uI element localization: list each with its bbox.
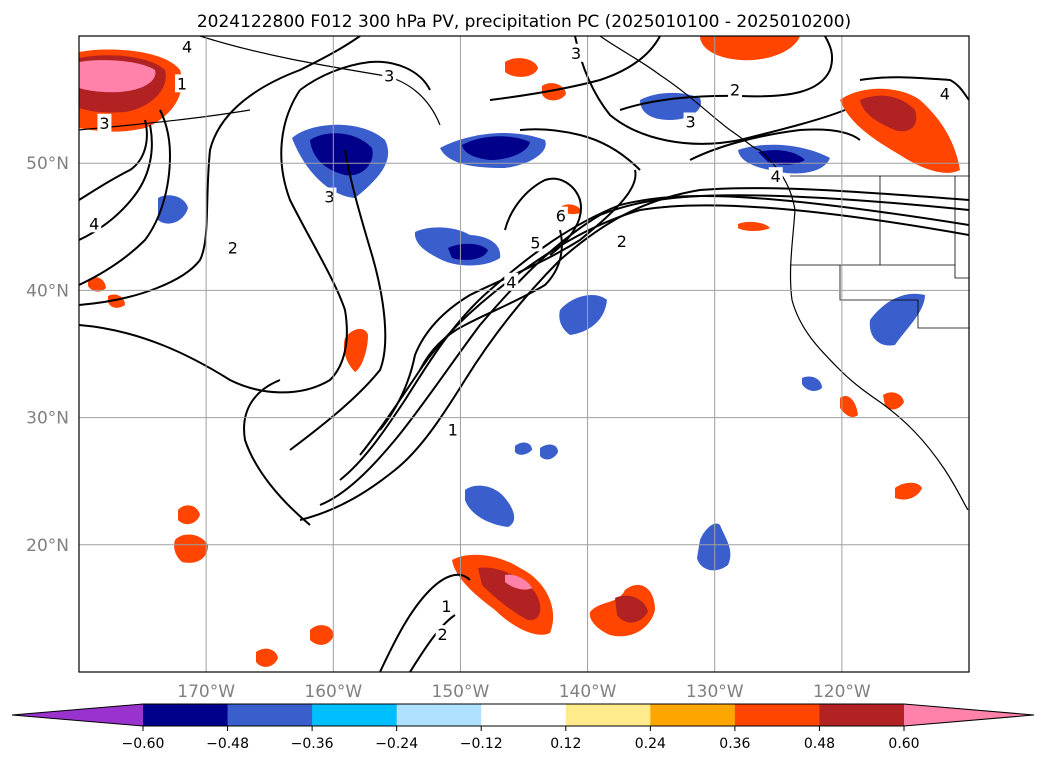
- colorbar-tick-label-9: 0.60: [888, 736, 919, 752]
- pv-contour-label-9: 3: [384, 67, 394, 86]
- colorbar-tick-label-0: −0.60: [122, 736, 165, 752]
- pv-label-bg-15: [180, 37, 195, 56]
- map-frame: [78, 35, 970, 673]
- lon-tick-label-0: 170°W: [177, 682, 235, 702]
- map-area: 1 1 1 2 2 2 2 3 3 3 3 3 4 4 4 4 4 56: [78, 35, 970, 673]
- pv-label-bg-10: [569, 43, 584, 62]
- lon-tick-label-2: 150°W: [432, 682, 490, 702]
- pv-contour-label-7: 3: [99, 114, 109, 133]
- lat-tick-label-2: 40°N: [26, 281, 69, 301]
- colorbar-segment-2: [312, 704, 398, 726]
- pv-label-bg-0: [174, 74, 189, 93]
- pv-contour-label-0: 1: [177, 74, 187, 93]
- gridlines: [79, 36, 969, 672]
- colorbar-tick-label-5: 0.12: [550, 736, 581, 752]
- pv-label-bg-13: [504, 272, 519, 291]
- pv-label-bg-12: [87, 214, 102, 233]
- pv-contour-label-13: 4: [506, 273, 516, 292]
- pv-contour-label-11: 3: [685, 112, 695, 131]
- pv-label-bg-4: [614, 232, 629, 251]
- pv-contour-label-15: 4: [182, 37, 192, 56]
- pv-contour-label-18: 6: [556, 207, 566, 226]
- pv-contour-label-3: 2: [228, 238, 238, 257]
- pv-contour-label-8: 3: [324, 188, 334, 207]
- colorbar-segment-5: [565, 704, 651, 726]
- colorbar-segment-6: [650, 704, 736, 726]
- colorbar-segment-7: [734, 704, 820, 726]
- lon-tick-label-1: 160°W: [304, 682, 362, 702]
- pv-label-bg-1: [445, 420, 460, 439]
- longitude-labels: 170°W 160°W 150°W 140°W 130°W 120°W: [177, 682, 871, 702]
- chart-title: 2024122800 F012 300 hPa PV, precipitatio…: [197, 12, 851, 32]
- colorbar-tick-label-7: 0.36: [719, 736, 750, 752]
- colorbar-segment-8: [819, 704, 905, 726]
- lat-tick-label-0: 20°N: [26, 536, 69, 556]
- pv-contour-label-4: 2: [617, 232, 627, 251]
- pv-label-bg-6: [728, 80, 743, 99]
- pv-contour-label-6: 2: [730, 81, 740, 100]
- pv-contour-labels: 1 1 1 2 2 2 2 3 3 3 3 3 4 4 4 4 4 56: [87, 37, 952, 644]
- lon-tick-label-4: 130°W: [686, 682, 744, 702]
- pv-contour-label-10: 3: [571, 44, 581, 63]
- colorbar-segment-3: [396, 704, 482, 726]
- pv-label-bg-9: [382, 66, 397, 85]
- colorbar-tick-label-4: −0.12: [460, 736, 503, 752]
- colorbar-segment-0: [143, 704, 229, 726]
- pv-contour-label-2: 1: [441, 597, 451, 616]
- pv-label-bg-11: [683, 112, 698, 131]
- pv-label-bg-18: [553, 206, 568, 225]
- colorbar: −0.60 −0.48 −0.36 −0.24 −0.12 0.12 0.24 0.36 0.4…: [11, 703, 1035, 752]
- colorbar-extend-low: [12, 704, 143, 726]
- lon-tick-label-5: 120°W: [813, 682, 871, 702]
- pv-label-bg-7: [97, 113, 112, 132]
- lon-tick-label-3: 140°W: [559, 682, 617, 702]
- pv-contour-label-14: 4: [771, 167, 781, 186]
- pv-label-bg-14: [768, 167, 783, 186]
- pv-label-bg-2: [439, 597, 454, 616]
- lat-tick-label-1: 30°N: [26, 409, 69, 429]
- pv-contour-label-1: 1: [448, 420, 458, 439]
- pv-contour-label-12: 4: [89, 214, 99, 233]
- colorbar-tick-label-1: −0.48: [206, 736, 249, 752]
- pv-label-bg-3: [225, 238, 240, 257]
- colorbar-tick-label-2: −0.36: [291, 736, 334, 752]
- latitude-labels: 20°N 30°N 40°N 50°N: [26, 154, 69, 556]
- lat-tick-label-3: 50°N: [26, 154, 69, 174]
- pv-contour-label-16: 4: [940, 85, 950, 104]
- colorbar-segment-4: [481, 704, 567, 726]
- colorbar-tick-label-3: −0.24: [375, 736, 418, 752]
- pv-label-bg-17: [528, 233, 543, 252]
- colorbar-extend-high: [904, 704, 1034, 726]
- colorbar-segment-1: [227, 704, 313, 726]
- pv-contour-label-5: 2: [438, 625, 448, 644]
- colorbar-tick-label-6: 0.24: [635, 736, 666, 752]
- pv-label-bg-5: [435, 625, 450, 644]
- pv-contour-label-17: 5: [530, 233, 540, 252]
- borders: [790, 175, 969, 329]
- colorbar-tick-label-8: 0.48: [804, 736, 835, 752]
- precip-shading: [79, 36, 960, 667]
- pv-label-bg-16: [937, 84, 952, 103]
